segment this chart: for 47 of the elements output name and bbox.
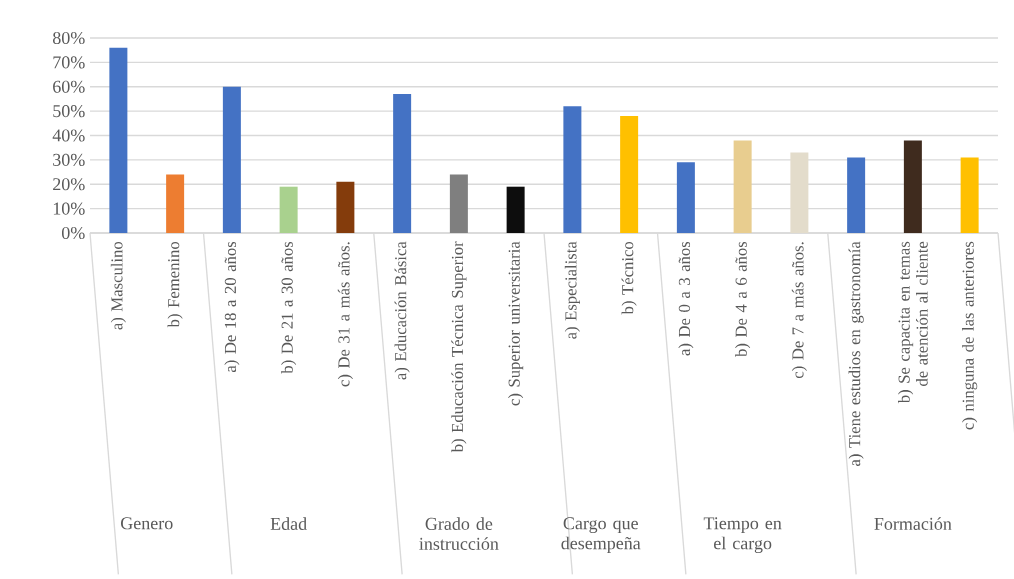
x-tick-label: c) De 7 a más años. — [791, 242, 807, 379]
x-tick-label: a) Tiene estudios en gastronomía — [848, 241, 864, 466]
x-tick-label: a) De 0 a 3 años — [678, 241, 694, 356]
text: Cargo que desempeña — [561, 517, 641, 554]
text: Tiempo en el cargo — [703, 517, 782, 554]
x-tick-label: c) ninguna de las anteriores — [962, 241, 978, 430]
x-tick-label: b) Se capacita en temas de atención al cliente — [898, 241, 928, 404]
bar — [109, 47, 128, 233]
bar — [449, 174, 468, 233]
x-tick-label: c) De 31 a más años. — [337, 242, 353, 387]
bar — [166, 174, 185, 233]
bar — [336, 181, 355, 233]
x-tick-label: a) Educación Básica — [394, 241, 410, 380]
bar — [676, 162, 695, 233]
bar — [733, 140, 752, 233]
bar — [279, 186, 298, 233]
text: Formación — [874, 517, 952, 530]
x-tick-label: a) Masculino — [110, 241, 126, 330]
bar — [563, 106, 582, 233]
y-tick-label: 0% — [61, 226, 85, 240]
bar — [222, 86, 241, 233]
x-tick-label: b) De 4 a 6 años — [735, 241, 751, 357]
y-tick-label: 70% — [53, 56, 85, 69]
y-tick-label: 50% — [53, 105, 85, 118]
bar — [506, 186, 525, 233]
x-tick-label: a) Especialista — [564, 241, 580, 339]
text: Genero — [121, 517, 173, 530]
x-tick-label: b) De 21 a 30 años — [281, 241, 297, 374]
bar — [393, 94, 412, 233]
y-tick-label: 40% — [52, 129, 85, 142]
x-tick-label: b) Educación Técnica Superior — [451, 241, 467, 453]
x-tick-label: c) Superior universitaria — [508, 241, 524, 406]
bar — [790, 152, 809, 233]
y-tick-label: 60% — [53, 80, 85, 93]
y-tick-label: 20% — [53, 178, 85, 191]
text: Grado de instrucción — [419, 517, 499, 550]
bar — [620, 116, 639, 233]
y-tick-label: 80% — [52, 31, 85, 45]
y-tick-label: 10% — [53, 202, 85, 215]
bar — [903, 140, 922, 233]
x-tick-label: a) De 18 a 20 años — [224, 241, 240, 373]
y-tick-label: 30% — [53, 153, 85, 166]
text: Edad — [270, 517, 307, 530]
x-tick-label: b) Femenino — [167, 241, 183, 328]
x-tick-label: b) Técnico — [621, 241, 637, 315]
bar — [847, 157, 866, 233]
bar — [960, 157, 979, 233]
